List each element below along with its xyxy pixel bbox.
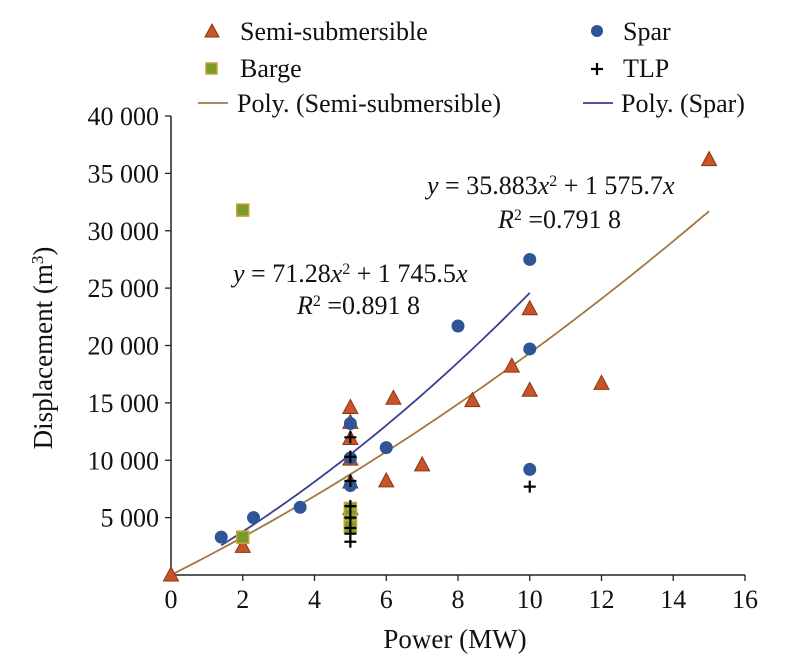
point-semi-submersible: [162, 565, 180, 582]
point-semi-submersible: [385, 389, 402, 405]
annotation-spar: y = 71.28x2 + 1 745.5x R2 =0.891 8: [230, 259, 468, 320]
point-semi-submersible: [342, 398, 359, 414]
annotation-semi-submersible: y = 35.883x2 + 1 575.7x R2 =0.791 8: [424, 171, 675, 234]
point-barge: [236, 530, 250, 544]
x-axis-ticks: 0 2 4 6 8 10 12 14 16: [165, 575, 758, 614]
legend-label-tlp: TLP: [623, 54, 669, 83]
point-semi-submersible: [503, 357, 521, 373]
point-barge: [236, 203, 250, 217]
y-tick-label: 35 000: [88, 159, 160, 188]
y-axis-title: Displacement (m3): [28, 247, 59, 450]
point-tlp: [523, 480, 536, 493]
x-tick-label: 2: [236, 585, 249, 614]
y-axis-ticks: 5 000 10 000 15 000 20 000 25 000 30 000 35 00…: [88, 102, 171, 533]
point-semi-submersible: [521, 381, 539, 397]
r-squared-spar: R2 =0.891 8: [296, 291, 420, 320]
point-semi-submersible: [521, 299, 539, 316]
point-spar: [247, 511, 261, 525]
equation-semi-submersible: y = 35.883x2 + 1 575.7x: [424, 171, 675, 200]
x-tick-label: 4: [308, 585, 321, 614]
point-spar: [379, 441, 393, 455]
x-tick-label: 10: [517, 585, 543, 614]
legend-marker-barge: [205, 62, 218, 75]
y-tick-label: 20 000: [88, 332, 160, 361]
point-tlp: [344, 500, 357, 513]
y-tick-label: 30 000: [88, 217, 160, 246]
legend-marker-semi-submersible: [204, 22, 220, 38]
y-tick-label: 10 000: [88, 446, 160, 475]
legend-label-barge: Barge: [240, 54, 302, 83]
data-points: [162, 150, 718, 582]
point-spar: [214, 530, 228, 544]
legend: Semi-submersible Spar Barge TLP Poly. (S…: [198, 17, 745, 118]
y-tick-label: 5 000: [101, 504, 160, 533]
point-tlp: [344, 431, 357, 444]
point-spar: [343, 417, 357, 431]
point-tlp: [344, 474, 357, 487]
point-spar: [523, 342, 537, 356]
point-semi-submersible: [413, 455, 431, 472]
legend-label-spar: Spar: [623, 17, 671, 46]
legend-label-poly-spar: Poly. (Spar): [621, 89, 745, 118]
y-tick-label: 25 000: [88, 274, 160, 303]
point-spar: [523, 252, 537, 266]
point-spar: [451, 319, 465, 333]
trendlines: [170, 210, 710, 576]
y-tick-label: 40 000: [88, 102, 160, 131]
point-semi-submersible: [593, 374, 610, 390]
point-tlp: [344, 450, 357, 463]
legend-marker-tlp: [591, 63, 603, 75]
point-semi-submersible: [464, 391, 481, 408]
legend-marker-spar: [591, 25, 603, 37]
point-semi-submersible: [234, 537, 252, 553]
point-semi-submersible: [377, 471, 395, 488]
y-tick-label: 15 000: [88, 389, 160, 418]
r-squared-semi-submersible: R2 =0.791 8: [497, 205, 621, 234]
x-tick-label: 14: [660, 585, 686, 614]
x-tick-label: 16: [732, 585, 758, 614]
point-tlp: [344, 511, 357, 524]
x-tick-label: 8: [452, 585, 465, 614]
point-tlp: [344, 535, 357, 548]
point-spar: [293, 500, 307, 514]
equation-spar: y = 71.28x2 + 1 745.5x: [230, 259, 468, 288]
point-spar: [523, 462, 537, 476]
trendline-poly-semi-submersible: [170, 210, 710, 576]
x-tick-label: 12: [589, 585, 615, 614]
x-tick-label: 0: [165, 585, 178, 614]
trendline-poly-spar: [220, 292, 531, 547]
x-axis-title: Power (MW): [383, 624, 526, 654]
legend-label-semi-submersible: Semi-submersible: [240, 17, 428, 46]
point-semi-submersible: [700, 150, 718, 167]
x-tick-label: 6: [380, 585, 393, 614]
legend-label-poly-semi: Poly. (Semi-submersible): [237, 89, 501, 118]
